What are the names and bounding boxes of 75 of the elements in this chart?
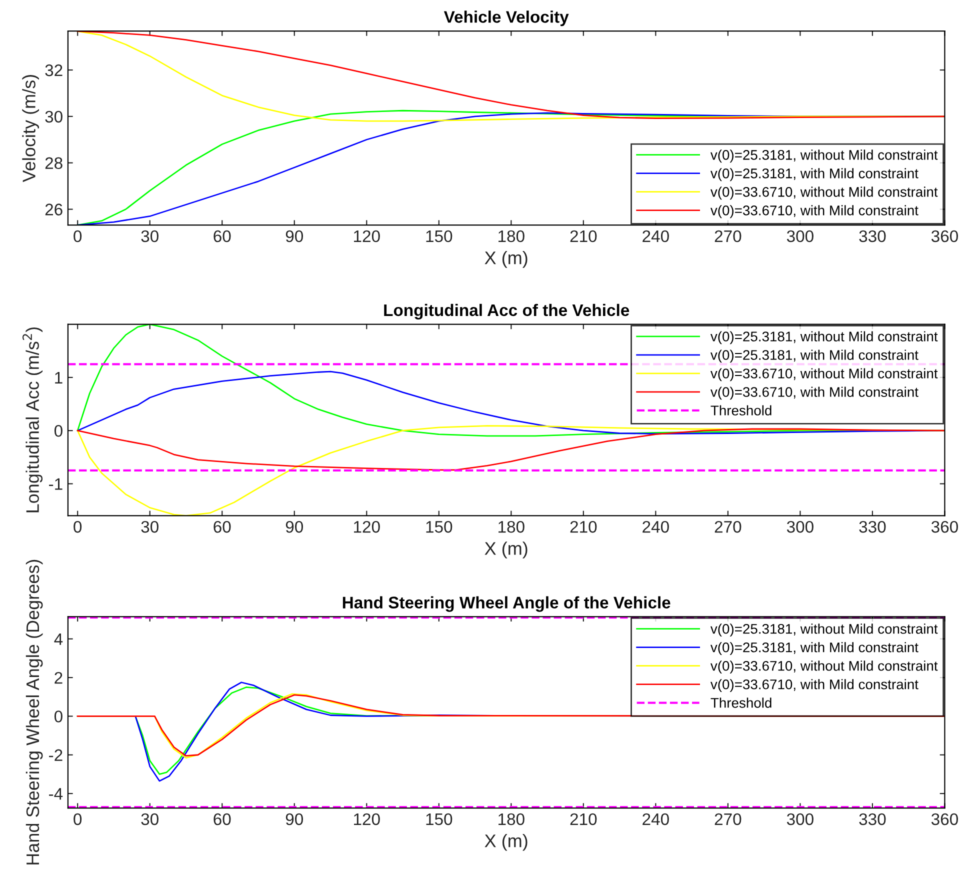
- x-tick-label: 150: [426, 230, 452, 242]
- x-tick-label: 0: [74, 520, 82, 533]
- y-tick-label: -1: [49, 478, 62, 490]
- y-axis-title: Hand Steering Wheel Angle (Degrees): [26, 560, 43, 864]
- y-tick-label: 30: [45, 110, 62, 123]
- x-tick-label: 360: [931, 230, 958, 242]
- y-tick-label: 28: [45, 157, 62, 170]
- x-tick-label: 330: [859, 230, 886, 242]
- x-tick-label: 0: [74, 230, 82, 242]
- y-axis-title: Velocity (m/s): [22, 74, 40, 182]
- x-tick-label: 150: [426, 520, 452, 533]
- x-tick-label: 30: [141, 813, 158, 826]
- legend-label: v(0)=25.3181, without Mild constraint: [710, 331, 938, 344]
- legend-label: v(0)=25.3181, with Mild constraint: [710, 642, 918, 656]
- x-tick-label: 360: [931, 813, 958, 826]
- x-tick-label: 30: [141, 230, 158, 242]
- y-tick-label: 2: [54, 672, 62, 684]
- chart-title: Hand Steering Wheel Angle of the Vehicle: [342, 596, 670, 612]
- chart-title: Vehicle Velocity: [444, 10, 569, 26]
- x-tick-label: 60: [214, 813, 231, 826]
- x-tick-label: 120: [354, 813, 380, 826]
- x-tick-label: 330: [859, 813, 886, 826]
- x-tick-label: 300: [786, 813, 814, 826]
- x-tick-label: 150: [426, 813, 452, 826]
- x-tick-label: 240: [642, 813, 669, 826]
- x-tick-label: 60: [214, 230, 231, 242]
- x-tick-label: 180: [498, 813, 524, 826]
- x-tick-label: 30: [141, 520, 158, 533]
- legend-label: v(0)=25.3181, with Mild constraint: [710, 168, 918, 182]
- x-tick-label: 210: [570, 813, 597, 826]
- legend-label: v(0)=25.3181, with Mild constraint: [710, 350, 918, 363]
- y-tick-label: 0: [54, 710, 62, 722]
- legend-label: v(0)=33.6710, without Mild constraint: [710, 368, 938, 382]
- x-axis-title: X (m): [484, 542, 528, 558]
- legend-label: v(0)=33.6710, with Mild constraint: [710, 386, 918, 400]
- x-tick-label: 210: [570, 230, 597, 242]
- x-tick-label: 240: [642, 520, 669, 533]
- chart-title: Longitudinal Acc of the Vehicle: [384, 304, 630, 320]
- y-tick-label: 26: [45, 204, 62, 216]
- legend-label: v(0)=33.6710, with Mild constraint: [710, 679, 918, 692]
- x-tick-label: 180: [498, 520, 524, 533]
- legend-label: v(0)=25.3181, without Mild constraint: [710, 150, 938, 163]
- legend-label: v(0)=33.6710, without Mild constraint: [710, 186, 938, 200]
- y-tick-label: 32: [45, 64, 62, 76]
- x-tick-label: 270: [714, 520, 742, 533]
- legend-label: Threshold: [710, 405, 772, 416]
- x-tick-label: 240: [642, 230, 669, 242]
- x-tick-label: 180: [498, 230, 524, 242]
- x-tick-label: 120: [354, 230, 380, 242]
- x-tick-label: 360: [931, 520, 958, 533]
- legend-label: v(0)=25.3181, without Mild constraint: [710, 624, 938, 637]
- legend-label: v(0)=33.6710, with Mild constraint: [710, 205, 918, 218]
- x-tick-label: 120: [354, 520, 380, 533]
- x-tick-label: 90: [286, 230, 303, 242]
- x-tick-label: 270: [714, 230, 742, 242]
- x-axis-title: X (m): [484, 834, 528, 851]
- y-tick-label: 1: [55, 372, 62, 384]
- x-tick-label: 60: [214, 520, 231, 533]
- y-tick-label: -2: [49, 749, 62, 761]
- x-tick-label: 90: [286, 520, 303, 533]
- y-axis-title: Longitudinal Acc (m/s$^{2}$): [22, 327, 43, 512]
- y-tick-label: 0: [54, 424, 62, 437]
- x-tick-label: 0: [74, 813, 82, 826]
- y-tick-label: -4: [49, 788, 63, 800]
- line-series: [76, 428, 945, 471]
- x-tick-label: 210: [570, 520, 597, 533]
- legend-label: Threshold: [710, 698, 772, 708]
- x-tick-label: 270: [714, 813, 742, 826]
- x-axis-title: X (m): [484, 250, 528, 268]
- x-tick-label: 90: [286, 813, 303, 826]
- x-tick-label: 300: [786, 230, 814, 242]
- x-tick-label: 330: [859, 520, 886, 533]
- legend-label: v(0)=33.6710, without Mild constraint: [710, 660, 938, 674]
- x-tick-label: 300: [786, 520, 814, 533]
- y-tick-label: 4: [54, 633, 63, 645]
